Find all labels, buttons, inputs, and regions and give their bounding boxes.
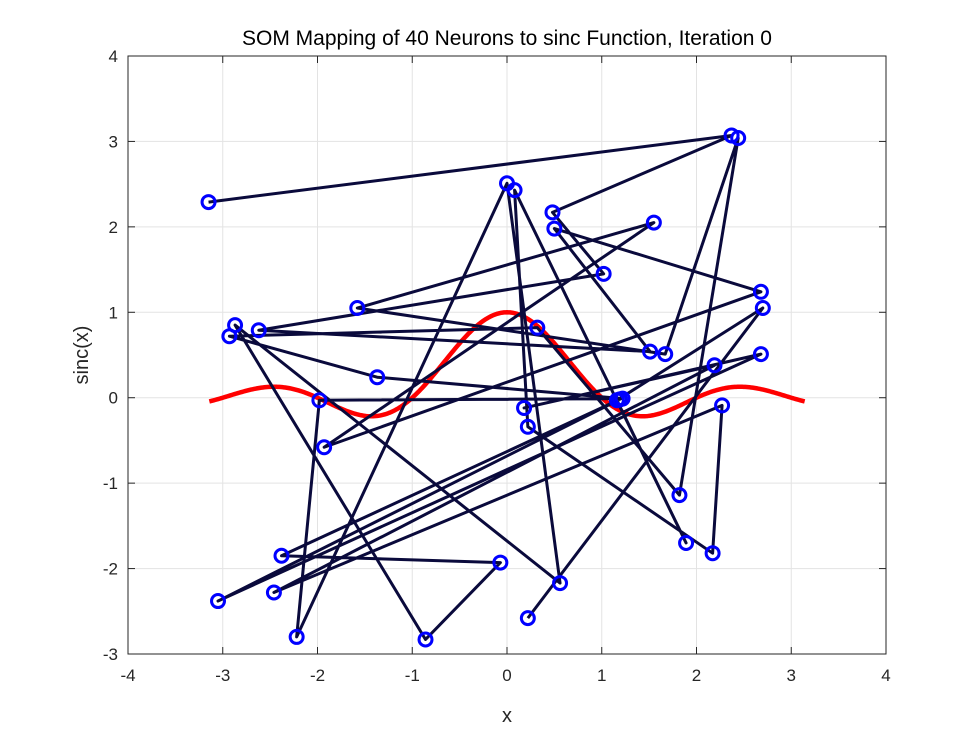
- neuron-marker-11: [657, 346, 674, 363]
- neuron-marker-6: [546, 220, 563, 237]
- x-tick-label-1: -3: [215, 666, 230, 685]
- neuron-marker-0: [200, 194, 217, 211]
- neuron-marker-4: [250, 322, 267, 339]
- neuron-marker-27: [210, 593, 227, 610]
- x-tick-label-5: 1: [597, 666, 606, 685]
- y-tick-label-5: 2: [109, 218, 118, 237]
- neuron-marker-24: [492, 554, 509, 571]
- x-tick-label-2: -2: [310, 666, 325, 685]
- neuron-marker-33: [704, 545, 721, 562]
- y-tick-label-4: 1: [109, 303, 118, 322]
- neuron-marker-12: [730, 130, 747, 147]
- neuron-marker-13: [671, 487, 688, 504]
- neuron-marker-25: [273, 547, 290, 564]
- x-tick-label-4: 0: [502, 666, 511, 685]
- neuron-marker-37: [608, 392, 625, 409]
- chart-title: SOM Mapping of 40 Neurons to sinc Functi…: [242, 27, 772, 50]
- neuron-marker-23: [417, 631, 434, 648]
- neuron-marker-30: [706, 357, 723, 374]
- neuron-marker-35: [506, 182, 523, 199]
- y-tick-label-2: -1: [103, 474, 118, 493]
- neuron-marker-14: [529, 319, 546, 336]
- neuron-marker-21: [552, 575, 569, 592]
- neuron-marker-32: [714, 397, 731, 414]
- neuron-marker-5: [642, 343, 659, 360]
- y-tick-label-6: 3: [109, 132, 118, 151]
- neuron-marker-38: [754, 300, 771, 317]
- neuron-marker-36: [678, 534, 695, 551]
- neuron-marker-29: [516, 399, 533, 416]
- x-tick-label-6: 2: [692, 666, 701, 685]
- sinc-curve: [208, 310, 806, 419]
- neuron-marker-31: [265, 584, 282, 601]
- axes: [127, 55, 887, 655]
- neuron-layer: [200, 127, 771, 648]
- neuron-marker-3: [595, 265, 612, 282]
- y-tick-label-0: -3: [103, 645, 118, 664]
- y-tick-label-3: 0: [109, 389, 118, 408]
- y-tick-label-1: -2: [103, 560, 118, 579]
- neuron-marker-34: [519, 418, 536, 435]
- neuron-marker-9: [645, 214, 662, 231]
- y-tick-label-7: 4: [109, 47, 118, 66]
- x-tick-label-3: -1: [405, 666, 420, 685]
- y-axis-label: sinc(x): [71, 326, 93, 385]
- neuron-marker-7: [752, 283, 769, 300]
- neuron-marker-16: [369, 369, 386, 386]
- neuron-marker-19: [288, 628, 305, 645]
- neuron-marker-18: [311, 392, 328, 409]
- x-tick-label-0: -4: [120, 666, 135, 685]
- sinc-curve-layer: [208, 310, 806, 419]
- neuron-marker-10: [349, 300, 366, 317]
- neuron-marker-2: [544, 204, 561, 221]
- neuron-marker-28: [752, 346, 769, 363]
- x-tick-label-7: 3: [787, 666, 796, 685]
- neuron-chain-line: [208, 133, 765, 641]
- x-axis-label: x: [502, 705, 512, 727]
- neuron-marker-39: [519, 610, 536, 627]
- x-tick-label-8: 4: [881, 666, 890, 685]
- neuron-marker-22: [227, 317, 244, 334]
- neuron-marker-8: [316, 439, 333, 456]
